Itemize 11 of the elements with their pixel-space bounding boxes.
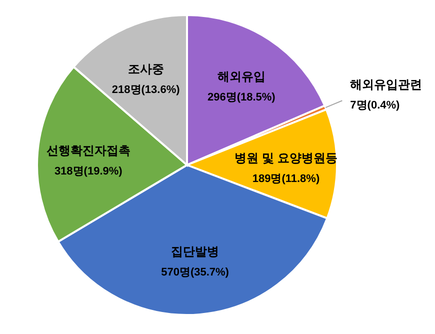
data-label: 570명(35.7%) — [161, 266, 230, 279]
data-label: 296명(18.5%) — [207, 91, 276, 104]
slice-label: 해외유입 — [217, 69, 266, 84]
data-label: 189명(11.8%) — [252, 173, 320, 186]
slice-label: 집단발병 — [171, 244, 220, 259]
slice-label: 해외유입관련 — [350, 78, 422, 92]
slice-label: 조사중 — [128, 62, 164, 76]
data-label: 7명(0.4%) — [350, 100, 400, 112]
data-label: 318명(19.9%) — [54, 165, 123, 178]
slice-label: 선행확진자접촉 — [46, 143, 130, 158]
data-label: 218명(13.6%) — [112, 84, 180, 96]
